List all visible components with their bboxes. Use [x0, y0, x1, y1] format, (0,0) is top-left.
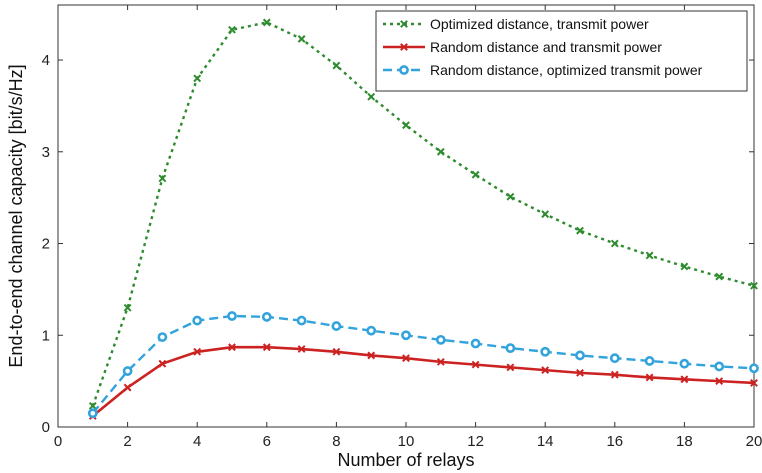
data-point [506, 363, 515, 372]
y-tick-label: 2 [42, 236, 50, 253]
data-point [471, 170, 480, 179]
data-point [228, 25, 236, 34]
data-point [541, 210, 550, 219]
data-point [262, 343, 271, 352]
legend-box [375, 10, 748, 92]
x-axis: 0 2 4 6 8 10 12 14 16 18 20 [54, 5, 762, 450]
data-point [123, 303, 132, 312]
y-axis: 0 1 2 3 4 [42, 52, 754, 436]
data-point [541, 366, 550, 375]
series-2 [88, 343, 758, 420]
legend: Optimized distance, transmit power Random… [375, 10, 748, 92]
series-3 [87, 311, 759, 419]
series-line [91, 345, 755, 417]
data-point [332, 61, 341, 70]
data-point [366, 325, 377, 336]
x-tick-label: 8 [332, 433, 340, 450]
legend-label: Optimized distance, transmit power [430, 16, 649, 32]
data-point [610, 370, 619, 379]
data-point [123, 383, 132, 392]
data-point [436, 147, 445, 156]
x-tick-label: 20 [746, 433, 762, 450]
data-point [750, 281, 758, 290]
series-line [91, 314, 755, 415]
x-tick-label: 4 [193, 433, 201, 450]
data-point [158, 359, 167, 368]
data-point [714, 361, 725, 372]
x-tick-label: 6 [263, 433, 271, 450]
data-point [331, 321, 342, 331]
data-point [575, 350, 585, 361]
legend-label: Random distance and transmit power [430, 39, 662, 55]
data-point [193, 74, 202, 83]
legend-entry: Random distance, optimized transmit powe… [383, 62, 703, 78]
data-point [644, 356, 655, 366]
x-tick-label: 16 [606, 433, 623, 450]
y-tick-label: 1 [42, 327, 50, 344]
data-point [715, 377, 724, 386]
series-1 [88, 18, 758, 410]
data-point [540, 346, 551, 357]
y-axis-label: End-to-end channel capacity [bit/s/Hz] [6, 64, 26, 367]
data-point [402, 354, 410, 363]
data-point [645, 373, 654, 382]
data-point [122, 366, 133, 376]
x-tick-label: 12 [467, 433, 484, 450]
data-point [228, 343, 236, 352]
data-point [297, 345, 306, 353]
data-point [506, 192, 515, 201]
x-tick-label: 0 [54, 433, 62, 450]
data-point [401, 330, 411, 341]
data-point [436, 357, 445, 366]
x-tick-label: 18 [676, 433, 693, 450]
data-point [749, 363, 759, 374]
x-tick-label: 14 [537, 433, 554, 450]
data-point [471, 360, 480, 369]
data-point [88, 401, 97, 410]
data-point [227, 311, 237, 321]
data-point [402, 121, 410, 130]
data-point [645, 251, 654, 260]
x-tick-label: 2 [123, 433, 131, 450]
data-point [87, 408, 98, 419]
series-layer [87, 18, 759, 420]
data-point [609, 353, 620, 364]
legend-entry: Optimized distance, transmit power [383, 16, 649, 32]
data-point [332, 347, 341, 356]
data-point [399, 65, 409, 75]
data-point [262, 18, 271, 27]
data-point [367, 92, 376, 101]
data-point [261, 312, 272, 322]
data-point [470, 338, 481, 349]
data-point [750, 379, 758, 387]
data-point [400, 43, 408, 51]
data-point [435, 334, 446, 345]
data-point [680, 262, 689, 271]
y-tick-label: 0 [42, 419, 50, 436]
data-point [400, 20, 408, 28]
data-point [158, 174, 167, 183]
data-point [193, 347, 202, 356]
data-point [505, 343, 516, 354]
data-point [297, 35, 306, 43]
data-point [157, 332, 168, 342]
data-point [576, 226, 584, 235]
legend-entry: Random distance and transmit power [383, 39, 662, 55]
legend-label: Random distance, optimized transmit powe… [430, 62, 703, 78]
y-tick-label: 3 [42, 144, 50, 161]
data-point [610, 239, 619, 248]
x-axis-label: Number of relays [337, 450, 474, 470]
data-point [680, 375, 689, 384]
y-tick-label: 4 [42, 52, 50, 69]
data-point [192, 315, 203, 326]
data-point [679, 358, 690, 369]
data-point [715, 272, 724, 281]
data-point [576, 368, 584, 377]
data-point [296, 315, 307, 326]
x-tick-label: 10 [398, 433, 415, 450]
data-point [367, 351, 376, 360]
